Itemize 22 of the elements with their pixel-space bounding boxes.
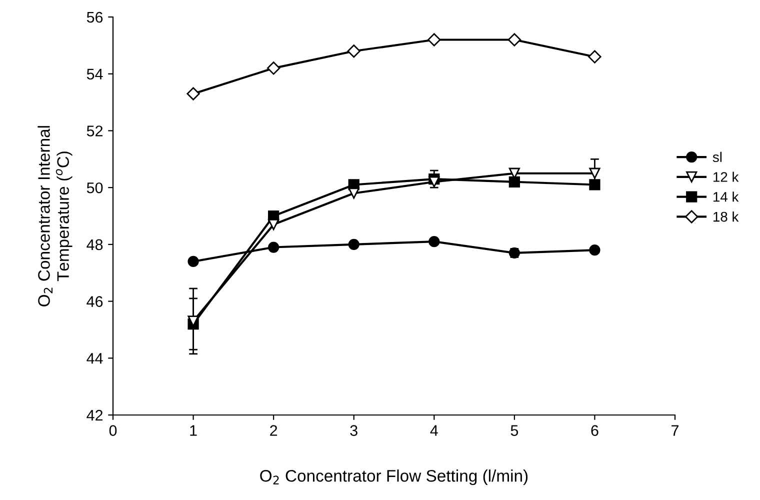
y-axis-title: O$_{2}$ Concentrator Internal Temperature ($^{o}$C): [38, 126, 72, 306]
y-tick-label: 56: [86, 12, 103, 23]
x-tick-label: 7: [672, 425, 678, 436]
legend-label: 14 k: [713, 192, 739, 202]
y-tick-label: 52: [86, 126, 103, 136]
x-tick-label: 3: [350, 425, 358, 436]
x-tick-label: 2: [270, 425, 278, 436]
y-tick-label: 44: [86, 353, 103, 364]
y-tick-label: 42: [86, 410, 103, 421]
x-tick-label: 1: [190, 425, 197, 436]
x-axis-title: O$_{2}$ Concentrator Flow Setting (l/min): [260, 470, 528, 486]
legend-label: 18 k: [713, 212, 739, 222]
x-tick-label: 5: [510, 425, 518, 436]
x-tick-label: 4: [430, 425, 438, 436]
y-tick-label: 46: [86, 296, 103, 307]
legend-label: 12 k: [713, 172, 739, 182]
y-tick-label: 54: [86, 68, 103, 80]
x-tick-label: 0: [109, 425, 117, 436]
y-tick-label: 50: [86, 182, 103, 194]
x-tick-label: 6: [591, 425, 598, 436]
y-tick-label: 48: [86, 239, 103, 250]
legend-label: sl: [712, 152, 722, 162]
